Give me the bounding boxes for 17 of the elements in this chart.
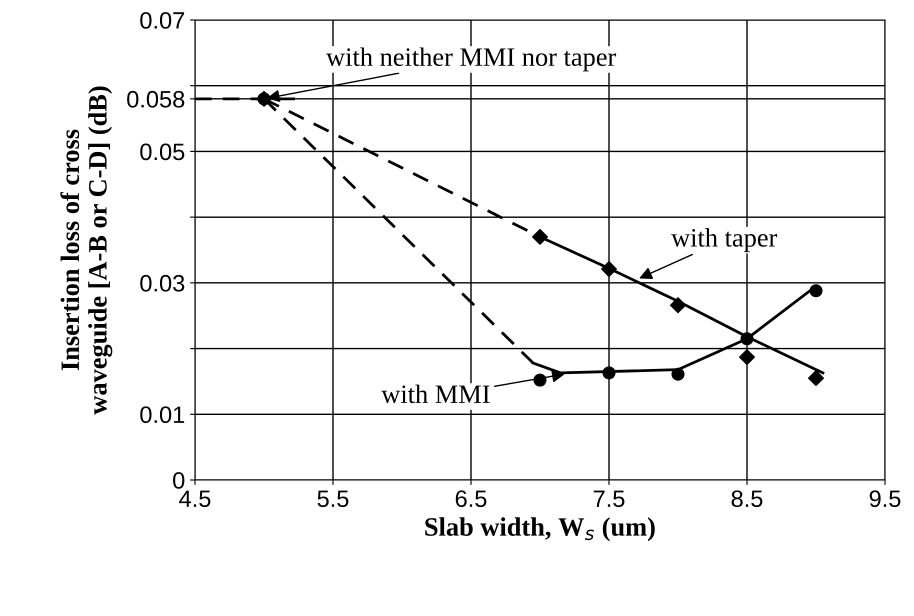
y-tick-label: 0 xyxy=(173,472,184,489)
x-tick-label: 6.5 xyxy=(456,490,486,508)
annotation: with MMI xyxy=(381,384,490,404)
y-tick-label: 0.05 xyxy=(140,143,184,160)
annotation: with neither MMI nor taper xyxy=(326,47,616,72)
x-tick-label: 9.5 xyxy=(870,490,900,508)
y-tick-label: 0.01 xyxy=(140,406,184,424)
x-tick-label: 5.5 xyxy=(318,490,348,508)
annotation: with taper xyxy=(671,228,778,252)
y-tick-label: 0.07 xyxy=(140,12,184,29)
x-tick-label: 8.5 xyxy=(732,490,762,508)
y-tick-label: 0.058 xyxy=(127,90,184,108)
y-axis-title: Insertion loss of cross waveguide [A-B or C-D] (dB) xyxy=(60,86,112,415)
x-tick-label: 7.5 xyxy=(594,490,624,508)
x-axis-title: Slab width, W$_{s}$ (um) xyxy=(425,517,655,542)
y-tick-label: 0.03 xyxy=(140,274,184,292)
x-tick-label: 4.5 xyxy=(179,490,210,508)
